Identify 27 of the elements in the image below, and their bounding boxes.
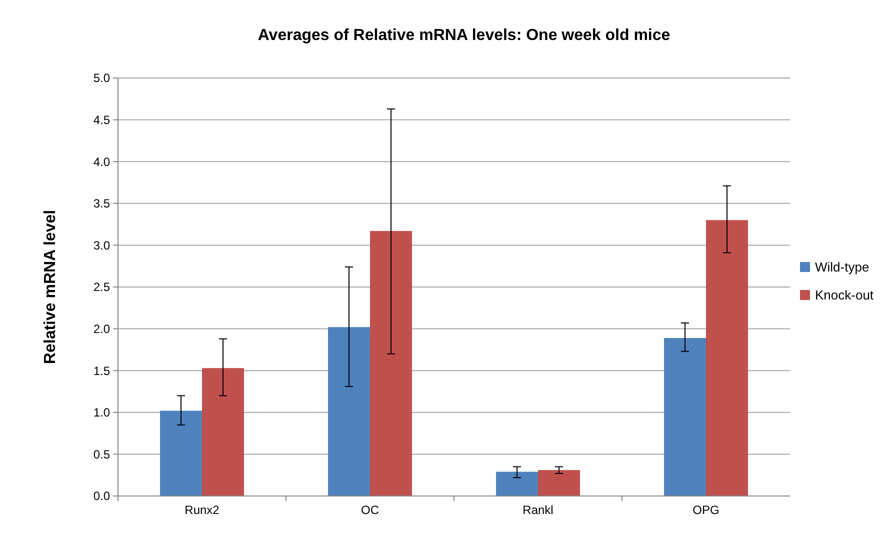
- y-tick-label: 1.0: [93, 406, 110, 420]
- x-tick-label: Runx2: [184, 503, 220, 517]
- legend-label: Wild-type: [815, 260, 870, 275]
- bar: [496, 472, 538, 496]
- bar: [328, 327, 370, 496]
- bar: [664, 338, 706, 496]
- bar: [538, 470, 580, 496]
- bar: [202, 368, 244, 496]
- y-tick-label: 5.0: [93, 71, 110, 86]
- x-tick-label: OC: [361, 503, 380, 517]
- bar: [706, 220, 748, 496]
- y-tick-label: 2.0: [93, 322, 110, 336]
- x-tick-label: Rankl: [522, 503, 554, 517]
- bar: [160, 410, 202, 496]
- x-tick-label: OPG: [692, 503, 720, 517]
- y-tick-label: 0.0: [93, 489, 110, 504]
- y-tick-label: 1.5: [93, 364, 110, 378]
- y-axis-title: Relative mRNA level: [42, 210, 59, 364]
- y-tick-label: 4.5: [93, 113, 110, 127]
- chart-title: Averages of Relative mRNA levels: One week old mice: [258, 27, 670, 44]
- legend-label: Knock-out: [815, 288, 874, 303]
- y-tick-label: 3.0: [93, 238, 110, 252]
- y-tick-label: 3.5: [93, 196, 110, 211]
- y-tick-label: 2.5: [93, 280, 110, 294]
- y-tick-label: 0.5: [93, 447, 110, 462]
- y-tick-label: 4.0: [93, 154, 110, 169]
- bar: [370, 230, 412, 496]
